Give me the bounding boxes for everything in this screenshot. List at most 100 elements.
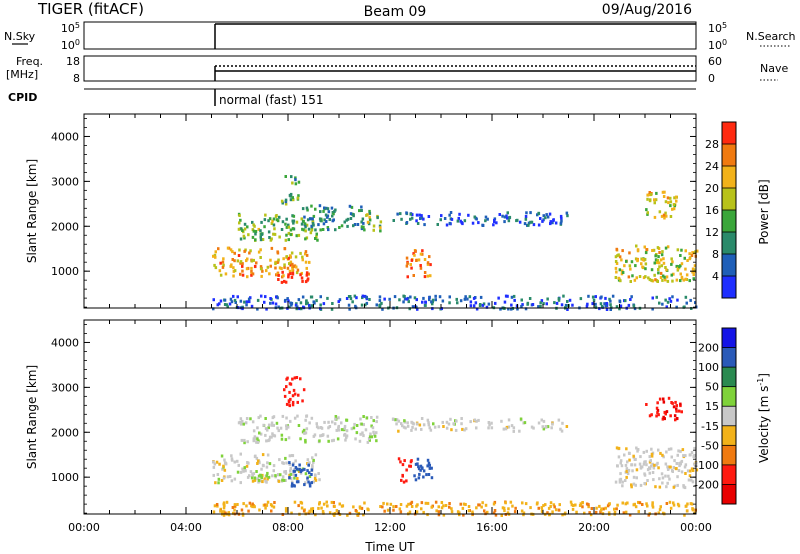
range-cell (622, 511, 626, 515)
range-cell (277, 479, 281, 483)
range-cell (679, 279, 682, 283)
nsky-tick-bottom: 100 (61, 38, 80, 52)
range-cell (604, 296, 607, 300)
range-cell (260, 220, 263, 224)
range-cell (284, 479, 287, 482)
range-cell (395, 422, 398, 426)
range-cell (228, 475, 232, 478)
range-cell (598, 307, 601, 311)
range-cell (215, 460, 219, 464)
range-cell (287, 231, 291, 235)
range-cell (664, 412, 667, 416)
range-cell (340, 224, 344, 228)
range-cell (280, 433, 284, 437)
range-cell (290, 251, 294, 255)
range-cell (673, 196, 676, 200)
range-cell (410, 216, 414, 220)
range-cell (220, 454, 224, 458)
range-cell (218, 462, 221, 466)
power-ylabel: Slant Range [km] (25, 159, 39, 263)
range-cell (291, 268, 294, 272)
range-cell (297, 480, 300, 484)
y-tick-label: 2000 (51, 426, 79, 439)
range-cell (277, 273, 280, 277)
range-cell (618, 480, 622, 484)
range-cell (463, 428, 466, 432)
range-cell (293, 468, 296, 472)
range-cell (289, 228, 293, 232)
range-cell (619, 472, 622, 476)
range-cell (265, 439, 268, 443)
range-cell (299, 273, 302, 277)
range-cell (652, 466, 656, 470)
range-cell (289, 469, 292, 473)
range-cell (353, 294, 357, 298)
range-cell (259, 473, 262, 477)
range-cell (305, 273, 309, 277)
range-cell (555, 301, 559, 305)
range-cell (542, 302, 545, 306)
range-cell (271, 219, 274, 223)
range-cell (643, 460, 646, 464)
range-cell (501, 214, 504, 218)
range-cell (300, 468, 304, 472)
range-cell (245, 504, 248, 508)
range-cell (437, 510, 441, 514)
range-cell (318, 501, 321, 505)
range-cell (405, 468, 408, 472)
range-cell (484, 215, 488, 219)
range-cell (349, 212, 353, 216)
range-cell (243, 236, 246, 240)
range-cell (676, 453, 679, 457)
range-cell (619, 477, 623, 481)
range-cell (434, 298, 437, 302)
range-cell (413, 474, 416, 478)
range-cell (378, 299, 382, 303)
range-cell (448, 502, 451, 505)
range-cell (655, 295, 658, 299)
range-cell (617, 446, 621, 450)
range-cell (325, 500, 328, 504)
nsky-tick-top: 105 (61, 21, 80, 35)
range-cell (504, 294, 508, 298)
range-cell (252, 437, 256, 441)
range-cell (259, 265, 263, 269)
range-cell (413, 253, 416, 257)
range-cell (409, 217, 412, 221)
range-cell (475, 307, 479, 311)
range-cell (641, 503, 644, 506)
range-cell (405, 504, 409, 508)
range-cell (230, 479, 234, 483)
range-cell (506, 216, 509, 220)
y-tick-label: 4000 (51, 130, 79, 143)
range-cell (674, 467, 678, 471)
range-cell (295, 265, 298, 269)
range-cell (263, 225, 266, 229)
range-cell (480, 505, 483, 509)
range-cell (657, 413, 660, 417)
range-cell (232, 511, 235, 515)
range-cell (416, 307, 419, 311)
range-cell (368, 438, 371, 442)
range-cell (469, 420, 472, 424)
range-cell (457, 216, 460, 220)
colorbar-segment (722, 406, 736, 427)
range-cell (233, 477, 237, 481)
range-cell (438, 295, 442, 299)
range-cell (319, 307, 322, 311)
range-cell (430, 300, 433, 304)
range-cell (288, 473, 291, 477)
range-cell (351, 300, 354, 304)
range-cell (389, 502, 393, 506)
range-cell (455, 419, 458, 423)
range-cell (399, 212, 402, 216)
range-cell (618, 268, 622, 272)
range-cell (409, 295, 412, 299)
range-cell (431, 307, 434, 311)
range-cell (418, 472, 421, 476)
range-cell (278, 458, 281, 462)
range-cell (409, 263, 412, 266)
range-cell (311, 456, 314, 460)
range-cell (512, 429, 515, 433)
range-cell (305, 266, 308, 270)
